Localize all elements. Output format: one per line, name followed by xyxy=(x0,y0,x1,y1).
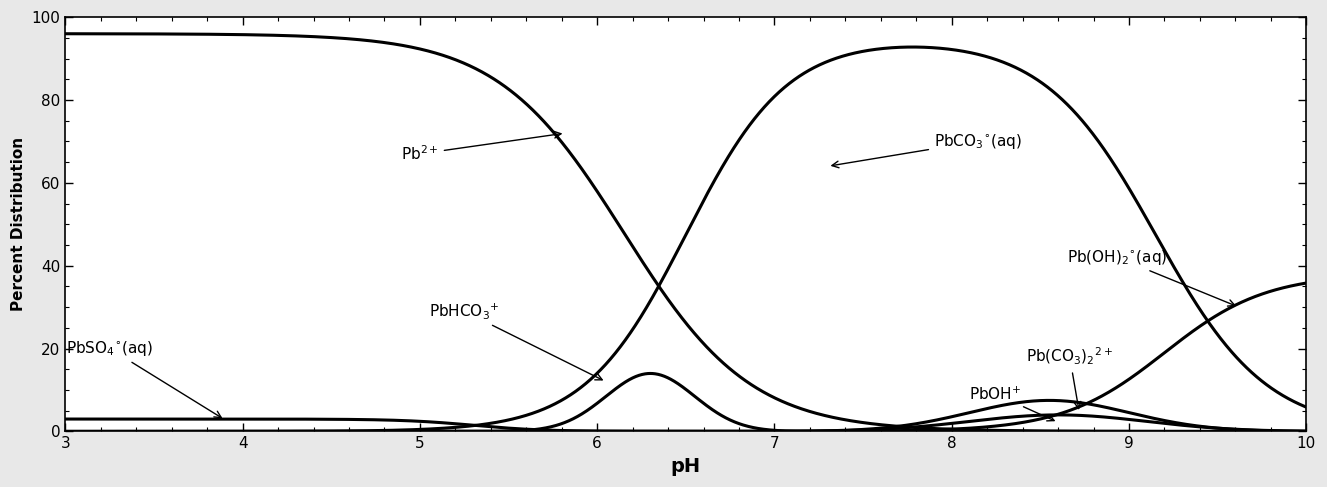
Text: PbHCO$_3$$^{+}$: PbHCO$_3$$^{+}$ xyxy=(429,301,602,380)
Text: PbCO$_3$$^{\circ}$(aq): PbCO$_3$$^{\circ}$(aq) xyxy=(832,132,1022,168)
Text: Pb(OH)$_2$$^{\circ}$(aq): Pb(OH)$_2$$^{\circ}$(aq) xyxy=(1067,248,1235,306)
Y-axis label: Percent Distribution: Percent Distribution xyxy=(11,137,27,311)
Text: PbSO$_4$$^{\circ}$(aq): PbSO$_4$$^{\circ}$(aq) xyxy=(66,339,222,417)
Text: Pb$^{2+}$: Pb$^{2+}$ xyxy=(401,131,561,163)
Text: Pb(CO$_3$)$_2$$^{2+}$: Pb(CO$_3$)$_2$$^{2+}$ xyxy=(1026,346,1113,409)
X-axis label: pH: pH xyxy=(670,457,701,476)
Text: PbOH$^{+}$: PbOH$^{+}$ xyxy=(970,386,1054,421)
